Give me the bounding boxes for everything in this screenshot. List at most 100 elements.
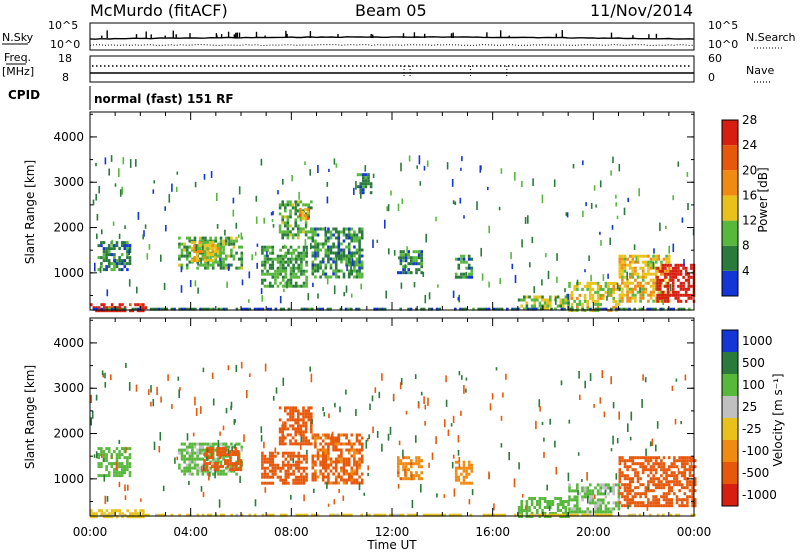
velocity-cell-3 — [287, 469, 290, 473]
power-cell-12 — [641, 290, 645, 294]
velocity-cell-5 — [332, 460, 335, 464]
velocity-cell-9 — [599, 486, 602, 490]
velocity-cell-4 — [310, 427, 313, 431]
power-cell-3 — [271, 284, 275, 288]
power-cell-1 — [209, 263, 212, 267]
velocity-cell-6 — [399, 462, 403, 466]
sky-noise-spikes — [101, 30, 658, 38]
power-cell-0 — [118, 259, 121, 263]
velocity-speck — [339, 406, 341, 413]
velocity-cell-5 — [329, 463, 333, 467]
power-cell-12 — [641, 269, 645, 273]
power-cell-0 — [113, 265, 116, 269]
power-cell-13 — [687, 281, 691, 285]
power-cell-4 — [289, 212, 292, 216]
velocity-cell-9 — [604, 495, 608, 499]
velocity-cell-7 — [465, 481, 468, 485]
power-cell-2 — [206, 247, 209, 251]
velocity-cell-10 — [673, 492, 676, 496]
power-cell-7 — [362, 188, 365, 192]
power-cell-12 — [652, 257, 655, 261]
velocity-cell-12 — [329, 513, 332, 517]
power-cell-14 — [129, 303, 132, 307]
velocity-cell-10 — [667, 498, 671, 502]
velocity-cell-8 — [549, 500, 552, 503]
velocity-cell-12 — [396, 513, 400, 517]
power-cell-10 — [520, 298, 523, 302]
power-cell-12 — [634, 299, 637, 303]
velocity-cell-4 — [294, 439, 297, 443]
velocity-cell-5 — [311, 463, 315, 467]
velocity-cell-8 — [546, 503, 549, 506]
power-speck — [588, 255, 590, 261]
power-cell-11 — [583, 299, 587, 303]
velocity-cell-11 — [95, 512, 98, 516]
velocity-cell-10 — [667, 480, 671, 484]
power-cell-8 — [415, 250, 418, 254]
velocity-cell-10 — [634, 468, 637, 472]
velocity-cell-7 — [457, 478, 461, 482]
power-cell-3 — [302, 272, 306, 276]
velocity-cell-1 — [188, 457, 192, 461]
velocity-cell-12 — [430, 513, 434, 517]
power-speck — [119, 189, 122, 197]
power-cell-1 — [224, 239, 228, 243]
velocity-cell-10 — [660, 495, 663, 499]
velocity-cell-2 — [218, 465, 222, 469]
velocity-cell-12 — [552, 513, 556, 517]
power-cell-3 — [289, 260, 293, 264]
velocity-cell-10 — [649, 501, 653, 505]
power-cell-13 — [666, 272, 670, 276]
power-cell-3 — [261, 251, 264, 255]
velocity-speck — [209, 471, 211, 477]
velocity-cell-10 — [636, 456, 640, 460]
velocity-cell-5 — [311, 478, 315, 482]
velocity-speck — [211, 372, 214, 379]
velocity-cell-2 — [229, 453, 232, 457]
velocity-cell-10 — [649, 459, 653, 463]
velocity-cell-5 — [345, 448, 348, 452]
power-cell-12 — [618, 275, 622, 279]
velocity-cell-5 — [355, 472, 359, 476]
velocity-speck — [502, 392, 504, 398]
power-cell-11 — [589, 293, 592, 297]
power-cell-6 — [327, 245, 330, 249]
power-cell-12 — [654, 278, 658, 282]
velocity-cell-10 — [688, 465, 692, 469]
power-speck — [164, 206, 166, 211]
power-cell-1 — [222, 248, 225, 252]
power-cell-15 — [160, 307, 163, 311]
velocity-cell-2 — [224, 453, 227, 457]
velocity-cell-5 — [355, 463, 359, 467]
velocity-cell-5 — [324, 466, 328, 470]
velocity-cell-10 — [623, 495, 627, 499]
power-cell-12 — [628, 260, 632, 264]
power-cell-8 — [417, 250, 421, 254]
power-speck — [511, 263, 514, 270]
velocity-cell-6 — [402, 477, 405, 481]
power-cell-13 — [679, 284, 683, 288]
velocity-cell-10 — [678, 480, 681, 484]
velocity-cell-12 — [597, 513, 600, 517]
power-cell-15 — [134, 307, 137, 311]
velocity-colorbar-segment — [722, 330, 738, 352]
velocity-cell-4 — [302, 439, 305, 443]
power-cell-15 — [623, 307, 626, 311]
velocity-cell-5 — [353, 442, 356, 446]
power-speck — [487, 186, 489, 191]
power-cell-11 — [586, 305, 589, 309]
velocity-cell-8 — [562, 506, 565, 509]
power-cell-10 — [543, 307, 547, 311]
power-cell-13 — [664, 263, 667, 267]
velocity-cell-10 — [673, 471, 676, 475]
power-cell-12 — [660, 290, 663, 294]
power-cell-11 — [568, 284, 571, 288]
power-cell-3 — [289, 281, 293, 285]
velocity-cell-2 — [229, 459, 232, 463]
power-speck — [425, 233, 427, 243]
velocity-cell-10 — [641, 471, 645, 475]
velocity-cell-0 — [107, 471, 111, 475]
power-cell-12 — [631, 287, 635, 291]
velocity-cell-5 — [319, 436, 322, 440]
velocity-cell-9 — [607, 510, 610, 514]
